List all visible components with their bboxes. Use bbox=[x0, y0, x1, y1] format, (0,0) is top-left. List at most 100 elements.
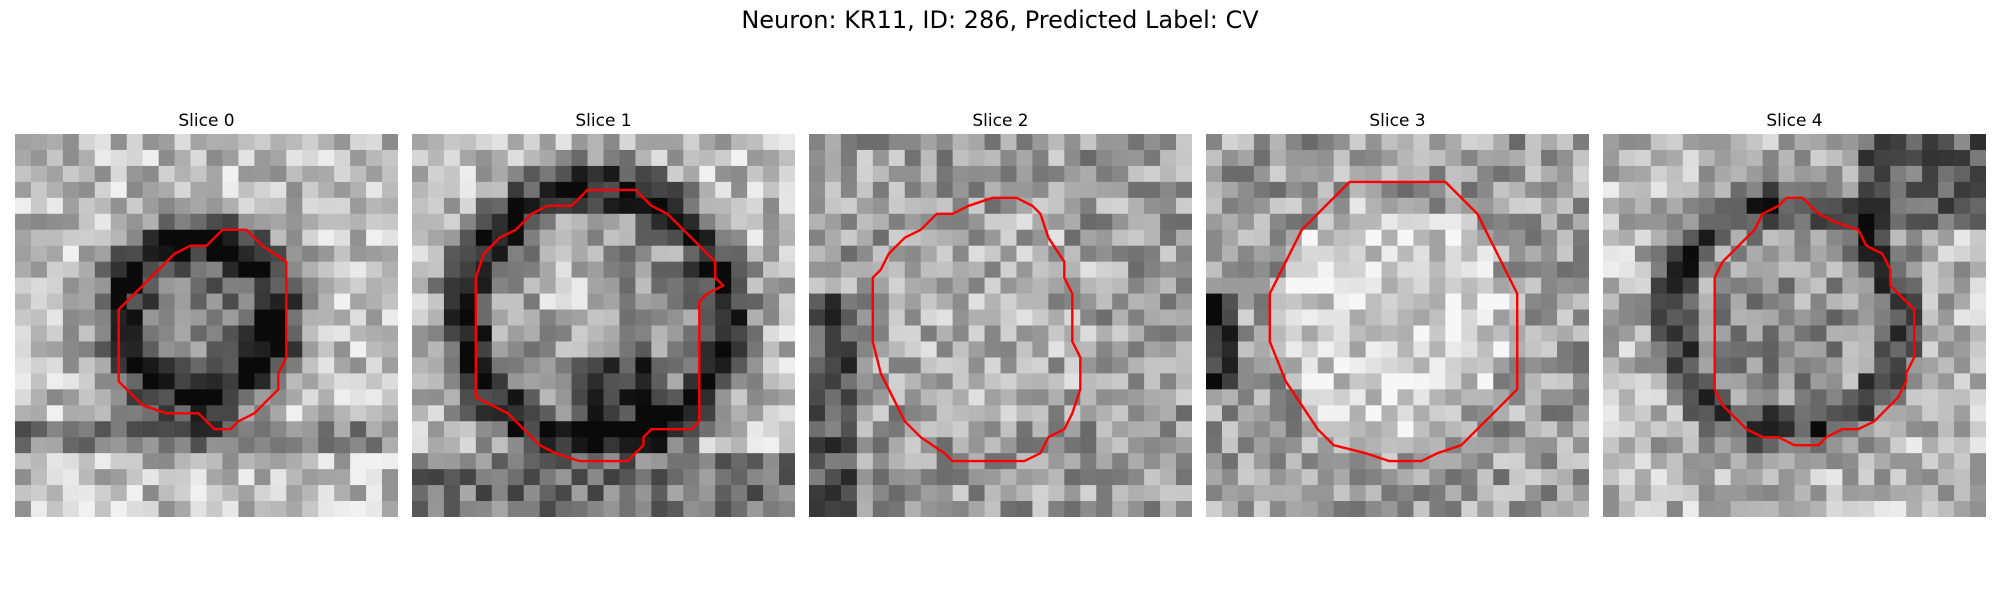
pixel-cell bbox=[523, 165, 541, 183]
pixel-cell bbox=[1349, 165, 1367, 183]
pixel-cell bbox=[1525, 213, 1542, 231]
pixel-cell bbox=[286, 213, 303, 231]
pixel-cell bbox=[1922, 197, 1939, 215]
pixel-cell bbox=[491, 309, 509, 327]
pixel-cell bbox=[1906, 165, 1923, 183]
pixel-cell bbox=[1413, 181, 1431, 199]
pixel-cell bbox=[1285, 469, 1303, 486]
pixel-cell bbox=[824, 389, 842, 406]
pixel-cell bbox=[587, 229, 605, 247]
pixel-cell bbox=[1762, 165, 1780, 183]
pixel-cell bbox=[1666, 341, 1684, 359]
pixel-cell bbox=[1810, 309, 1828, 327]
pixel-cell bbox=[46, 341, 64, 359]
pixel-cell bbox=[1461, 149, 1478, 167]
pixel-cell bbox=[824, 229, 842, 247]
pixel-cell bbox=[667, 357, 684, 374]
pixel-cell bbox=[382, 453, 398, 470]
pixel-cell bbox=[1285, 181, 1303, 199]
pixel-cell bbox=[872, 277, 890, 295]
pixel-cell bbox=[619, 134, 637, 151]
pixel-cell bbox=[1032, 134, 1049, 151]
pixel-cell bbox=[1525, 293, 1542, 311]
pixel-cell bbox=[603, 134, 621, 151]
pixel-cell bbox=[1541, 373, 1558, 390]
pixel-cell bbox=[1206, 501, 1223, 517]
pixel-cell bbox=[126, 485, 144, 502]
pixel-cell bbox=[1064, 149, 1081, 167]
pixel-cell bbox=[1650, 485, 1668, 502]
pixel-cell bbox=[587, 245, 605, 263]
pixel-cell bbox=[1730, 149, 1748, 167]
pixel-cell bbox=[1746, 245, 1764, 263]
pixel-cell bbox=[1176, 293, 1192, 311]
pixel-cell bbox=[1541, 501, 1558, 517]
pixel-cell bbox=[1477, 165, 1494, 183]
pixel-cell bbox=[984, 165, 1002, 183]
pixel-cell bbox=[1176, 469, 1192, 486]
pixel-cell bbox=[1650, 165, 1668, 183]
pixel-cell bbox=[1429, 229, 1446, 247]
pixel-cell bbox=[110, 181, 128, 199]
pixel-cell bbox=[1906, 293, 1923, 311]
pixel-cell bbox=[1477, 501, 1494, 517]
pixel-cell bbox=[459, 277, 477, 295]
pixel-cell bbox=[1112, 229, 1129, 247]
pixel-cell bbox=[747, 181, 764, 199]
pixel-cell bbox=[222, 341, 240, 359]
pixel-cell bbox=[1874, 421, 1891, 438]
pixel-cell bbox=[491, 437, 509, 454]
pixel-cell bbox=[779, 325, 795, 343]
pixel-cell bbox=[1413, 309, 1431, 327]
pixel-cell bbox=[412, 277, 429, 295]
pixel-cell bbox=[1144, 309, 1161, 327]
pixel-cell bbox=[78, 485, 96, 502]
pixel-cell bbox=[779, 405, 795, 422]
pixel-cell bbox=[507, 389, 525, 406]
pixel-cell bbox=[1573, 309, 1589, 327]
pixel-cell bbox=[1666, 325, 1684, 343]
pixel-cell bbox=[1618, 357, 1636, 374]
pixel-cell bbox=[1237, 213, 1255, 231]
pixel-cell bbox=[1333, 453, 1351, 470]
pixel-cell bbox=[1112, 181, 1129, 199]
pixel-cell bbox=[1221, 373, 1239, 390]
pixel-cell bbox=[1906, 453, 1923, 470]
pixel-cell bbox=[763, 261, 780, 279]
pixel-cell bbox=[366, 134, 383, 151]
pixel-cell bbox=[1938, 197, 1955, 215]
pixel-cell bbox=[1301, 181, 1319, 199]
pixel-cell bbox=[302, 357, 319, 374]
pixel-cell bbox=[1634, 437, 1652, 454]
pixel-cell bbox=[779, 197, 795, 215]
pixel-cell bbox=[1365, 149, 1383, 167]
pixel-cell bbox=[507, 373, 525, 390]
pixel-cell bbox=[206, 213, 224, 231]
pixel-cell bbox=[1730, 325, 1748, 343]
pixel-cell bbox=[1206, 453, 1223, 470]
pixel-cell bbox=[366, 197, 383, 215]
pixel-cell bbox=[1128, 229, 1145, 247]
pixel-cell bbox=[952, 421, 970, 438]
pixel-cell bbox=[1016, 341, 1034, 359]
pixel-cell bbox=[1650, 325, 1668, 343]
pixel-cell bbox=[1938, 405, 1955, 422]
pixel-cell bbox=[1890, 405, 1907, 422]
pixel-cell bbox=[1096, 149, 1113, 167]
pixel-cell bbox=[1000, 213, 1018, 231]
pixel-cell bbox=[1730, 181, 1748, 199]
pixel-cell bbox=[334, 181, 351, 199]
pixel-cell bbox=[651, 213, 668, 231]
pixel-cell bbox=[731, 501, 748, 517]
pixel-cell bbox=[318, 501, 335, 517]
pixel-cell bbox=[46, 501, 64, 517]
pixel-cell bbox=[603, 485, 621, 502]
pixel-cell bbox=[222, 357, 240, 374]
pixel-cell bbox=[158, 229, 176, 247]
pixel-cell bbox=[1445, 261, 1462, 279]
pixel-cell bbox=[1714, 197, 1732, 215]
pixel-cell bbox=[286, 341, 303, 359]
pixel-cell bbox=[1890, 165, 1907, 183]
pixel-cell bbox=[1525, 421, 1542, 438]
pixel-cell bbox=[1746, 501, 1764, 517]
